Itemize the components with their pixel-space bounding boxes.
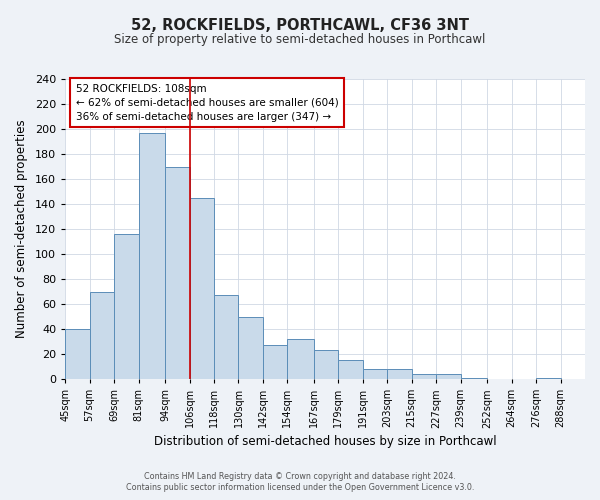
Bar [338,360,363,379]
Bar [287,339,314,379]
Bar [536,378,560,379]
Bar [89,292,114,379]
Bar [190,198,214,379]
Bar [387,369,412,379]
Bar [165,166,190,379]
Bar [238,316,263,379]
Bar [65,329,89,379]
Text: Size of property relative to semi-detached houses in Porthcawl: Size of property relative to semi-detach… [115,32,485,46]
Text: Contains HM Land Registry data © Crown copyright and database right 2024.: Contains HM Land Registry data © Crown c… [144,472,456,481]
Bar [114,234,139,379]
Text: 52, ROCKFIELDS, PORTHCAWL, CF36 3NT: 52, ROCKFIELDS, PORTHCAWL, CF36 3NT [131,18,469,32]
Bar [139,133,165,379]
Text: Contains public sector information licensed under the Open Government Licence v3: Contains public sector information licen… [126,484,474,492]
Y-axis label: Number of semi-detached properties: Number of semi-detached properties [15,120,28,338]
X-axis label: Distribution of semi-detached houses by size in Porthcawl: Distribution of semi-detached houses by … [154,434,496,448]
Bar [363,369,387,379]
Bar [314,350,338,379]
Bar [461,378,487,379]
Bar [214,296,238,379]
Bar [263,346,287,379]
Bar [412,374,436,379]
Text: 52 ROCKFIELDS: 108sqm
← 62% of semi-detached houses are smaller (604)
36% of sem: 52 ROCKFIELDS: 108sqm ← 62% of semi-deta… [76,84,338,122]
Bar [436,374,461,379]
